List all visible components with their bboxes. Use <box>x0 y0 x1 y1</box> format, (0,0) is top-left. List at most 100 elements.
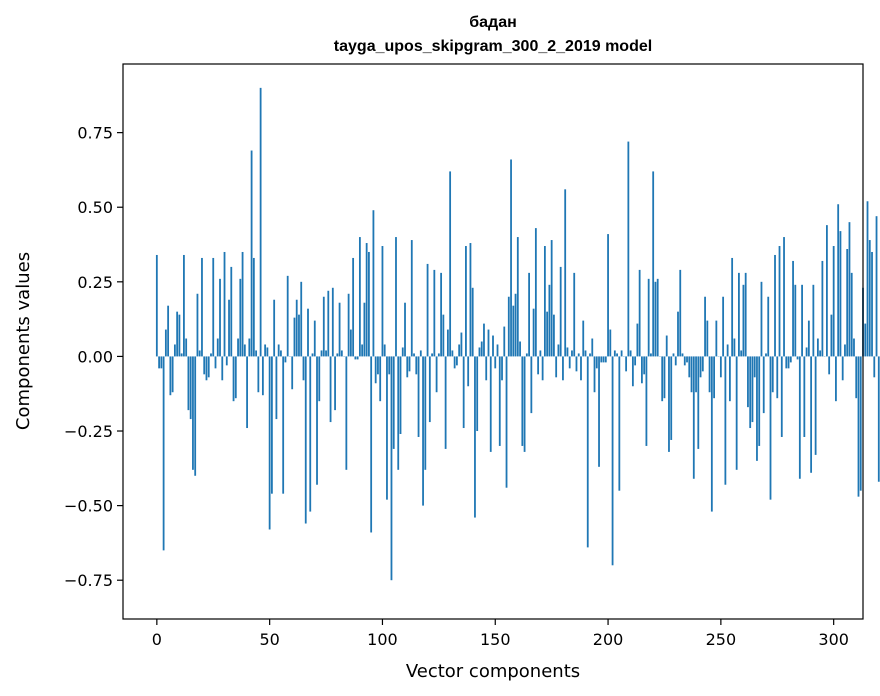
bar <box>776 356 779 399</box>
bar <box>582 320 585 357</box>
bar <box>841 356 844 381</box>
bar <box>611 356 614 566</box>
bar <box>203 356 206 375</box>
bar <box>726 344 729 357</box>
bar <box>167 305 170 357</box>
bar <box>498 356 501 446</box>
bar <box>875 216 878 357</box>
x-axis-ticks: 0 50 100 150 200 250 300 <box>152 619 849 649</box>
bar <box>848 222 851 357</box>
bar <box>248 338 251 357</box>
bar <box>679 269 682 357</box>
bar <box>625 356 628 372</box>
bar <box>363 302 366 357</box>
bar <box>553 314 555 357</box>
bar <box>778 246 781 357</box>
bar <box>426 263 429 357</box>
bar <box>358 237 361 357</box>
bar <box>178 314 181 357</box>
bar <box>634 356 637 366</box>
bar <box>422 356 424 506</box>
bar <box>388 356 391 375</box>
bar <box>735 356 738 470</box>
bar <box>183 254 185 357</box>
x-tick-label: 300 <box>818 630 849 649</box>
bar <box>255 350 258 357</box>
bar <box>695 356 697 393</box>
bar <box>392 356 395 449</box>
bar <box>494 356 497 369</box>
bar <box>796 356 799 360</box>
bar <box>266 347 269 357</box>
bar <box>753 356 756 378</box>
bar <box>449 171 452 357</box>
bar <box>534 228 537 357</box>
bar <box>334 356 336 411</box>
x-tick-label: 200 <box>593 630 624 649</box>
bar <box>431 353 433 357</box>
bar <box>749 356 752 429</box>
bar <box>381 246 384 357</box>
bar <box>665 335 668 357</box>
bar <box>600 356 603 363</box>
bar <box>164 329 167 357</box>
bar <box>670 356 673 440</box>
bar <box>559 266 562 357</box>
bar <box>546 311 549 357</box>
bar <box>243 344 246 357</box>
bar <box>496 344 499 357</box>
bar <box>701 356 704 372</box>
bar <box>548 284 551 357</box>
y-tick-label: 0.75 <box>77 124 113 143</box>
bar <box>377 356 379 375</box>
bar <box>794 284 797 357</box>
bar <box>180 353 183 357</box>
bar <box>668 356 670 452</box>
bar <box>467 356 470 387</box>
y-tick-label: −0.50 <box>64 497 113 516</box>
x-axis-label: Vector components <box>406 661 580 682</box>
bar <box>812 284 815 357</box>
bar <box>566 347 569 357</box>
bar <box>683 356 686 366</box>
bar <box>681 353 684 357</box>
bar <box>221 356 224 381</box>
bar <box>501 356 503 381</box>
bar <box>641 356 643 384</box>
bar <box>514 293 517 357</box>
bar <box>530 356 533 414</box>
bar <box>404 302 406 357</box>
chart-title: бадан <box>469 14 517 31</box>
bar <box>762 356 765 414</box>
bar <box>419 350 422 357</box>
bar <box>543 246 546 357</box>
bar <box>223 251 226 357</box>
bar <box>444 356 447 449</box>
bar <box>877 356 880 482</box>
bar <box>814 356 817 455</box>
bar <box>864 323 867 357</box>
bar <box>462 356 465 429</box>
bar <box>478 347 481 357</box>
bar <box>855 356 858 399</box>
bar <box>677 311 679 357</box>
bar <box>654 281 657 357</box>
bar <box>807 320 810 357</box>
bar <box>201 257 203 357</box>
bar <box>747 356 749 408</box>
bar <box>573 272 576 357</box>
bar <box>780 356 783 437</box>
bar <box>329 356 332 423</box>
bar <box>336 353 339 357</box>
bar <box>460 332 463 357</box>
bar <box>627 141 630 357</box>
bar <box>686 356 688 363</box>
bar <box>171 356 174 393</box>
bar <box>839 231 842 357</box>
bar <box>413 353 415 357</box>
bar <box>519 341 521 357</box>
bar <box>715 320 718 357</box>
bar <box>395 237 397 357</box>
bar <box>379 356 382 402</box>
bar <box>733 338 736 357</box>
